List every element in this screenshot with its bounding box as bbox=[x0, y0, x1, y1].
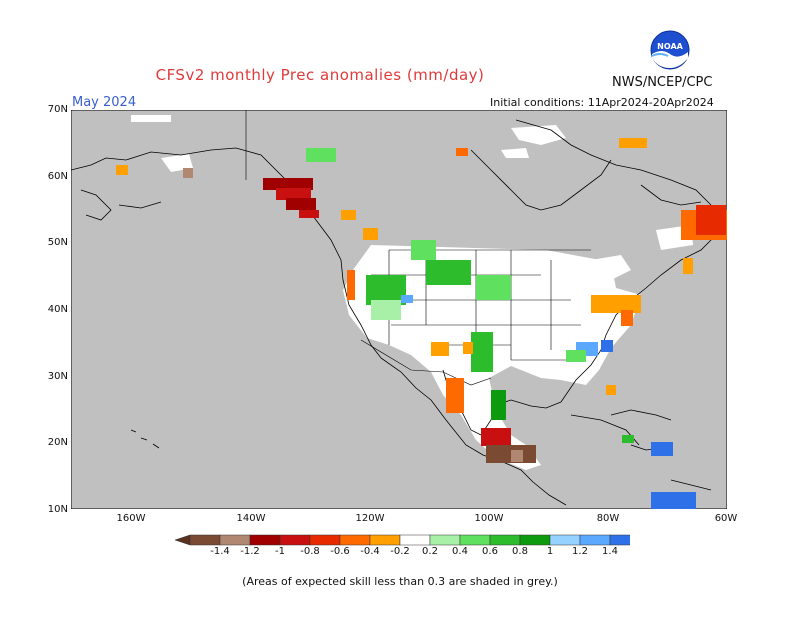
anomaly-cells bbox=[116, 138, 727, 509]
colorbar-tick-label: -1.2 bbox=[240, 546, 260, 557]
lat-label-10n: 10N bbox=[47, 504, 68, 515]
lat-label-30n: 30N bbox=[47, 371, 68, 382]
lat-label-20n: 20N bbox=[47, 437, 68, 448]
colorbar-tick-label: -0.2 bbox=[390, 546, 410, 557]
colorbar-cell bbox=[549, 534, 581, 546]
colorbar-cell bbox=[249, 534, 281, 546]
map-title: CFSv2 monthly Prec anomalies (mm/day) bbox=[155, 66, 485, 84]
noaa-logo-icon: NOAA bbox=[650, 30, 690, 70]
colorbar-cell bbox=[609, 534, 630, 546]
colorbar-tick-label: 0.2 bbox=[422, 546, 438, 557]
colorbar-cell bbox=[579, 534, 611, 546]
colorbar-cell bbox=[189, 534, 221, 546]
colorbar-cell bbox=[399, 534, 431, 546]
colorbar-tick-label: 0.8 bbox=[512, 546, 528, 557]
colorbar-cell bbox=[219, 534, 251, 546]
lat-label-40n: 40N bbox=[47, 304, 68, 315]
initial-conditions-label: Initial conditions: 11Apr2024-20Apr2024 bbox=[490, 96, 714, 109]
lon-label-100w: 100W bbox=[474, 513, 504, 524]
lon-label-80w: 80W bbox=[596, 513, 620, 524]
agency-label: NWS/NCEP/CPC bbox=[612, 75, 713, 90]
lat-label-50n: 50N bbox=[47, 237, 68, 248]
colorbar-tick-label: -0.4 bbox=[360, 546, 380, 557]
colorbar-cell bbox=[339, 534, 371, 546]
colorbar-tick-label: 1.4 bbox=[602, 546, 618, 557]
colorbar-cell bbox=[429, 534, 461, 546]
lat-label-60n: 60N bbox=[47, 171, 68, 182]
colorbar-cell bbox=[459, 534, 491, 546]
skill-footnote: (Areas of expected skill less than 0.3 a… bbox=[242, 575, 558, 588]
precipitation-anomaly-map bbox=[71, 110, 727, 509]
colorbar-tick-label: 1.2 bbox=[572, 546, 588, 557]
colorbar-tick-label: 0.4 bbox=[452, 546, 468, 557]
lat-label-70n: 70N bbox=[47, 104, 68, 115]
colorbar-tick-label: 0.6 bbox=[482, 546, 498, 557]
colorbar-cell bbox=[519, 534, 551, 546]
colorbar-tick-label: -0.8 bbox=[300, 546, 320, 557]
lon-label-120w: 120W bbox=[355, 513, 385, 524]
colorbar-cell bbox=[279, 534, 311, 546]
lon-label-140w: 140W bbox=[236, 513, 266, 524]
colorbar-tick-label: 1 bbox=[546, 546, 554, 557]
colorbar-tick-label: -0.6 bbox=[330, 546, 350, 557]
colorbar-tick-label: -1 bbox=[275, 546, 285, 557]
colorbar-cell bbox=[309, 534, 341, 546]
colorbar-cell bbox=[489, 534, 521, 546]
svg-text:NOAA: NOAA bbox=[657, 42, 683, 51]
colorbar-cell bbox=[369, 534, 401, 546]
colorbar bbox=[175, 534, 630, 546]
lon-label-60w: 60W bbox=[714, 513, 738, 524]
colorbar-end-left bbox=[175, 534, 191, 546]
forecast-month-label: May 2024 bbox=[72, 95, 137, 110]
lon-label-160w: 160W bbox=[116, 513, 146, 524]
colorbar-tick-label: -1.4 bbox=[210, 546, 230, 557]
